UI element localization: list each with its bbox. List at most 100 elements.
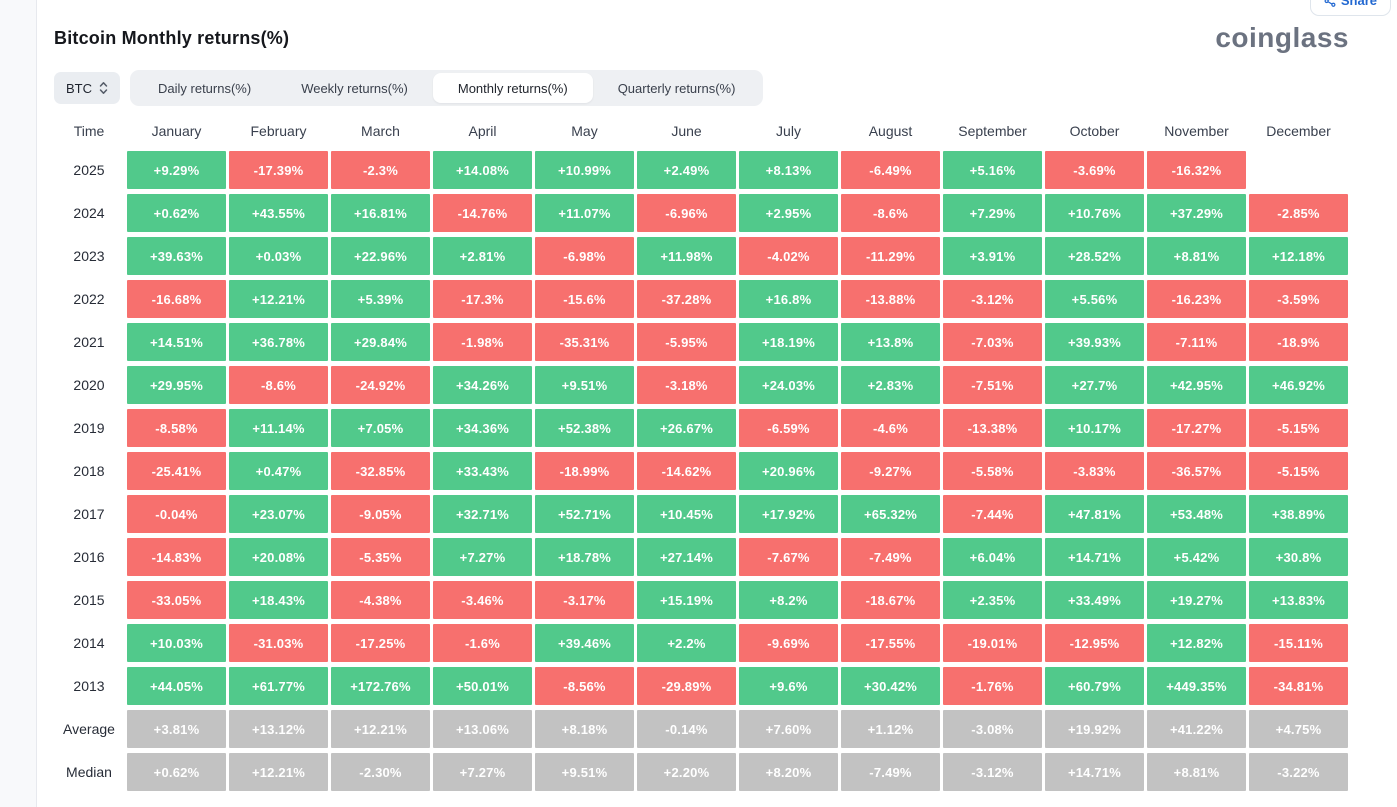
return-cell: +12.82% — [1147, 624, 1246, 662]
return-cell: +7.29% — [943, 194, 1042, 232]
return-cell: +39.46% — [535, 624, 634, 662]
return-cell: -5.15% — [1249, 409, 1348, 447]
return-cell: -4.38% — [331, 581, 430, 619]
returns-table: Time January February March April May June July… — [54, 115, 1397, 791]
return-cell: -3.12% — [943, 753, 1042, 791]
topbar: Bitcoin Monthly returns(%) coinglass — [54, 18, 1397, 58]
return-cell: +28.52% — [1045, 237, 1144, 275]
return-cell: -16.68% — [127, 280, 226, 318]
return-cell: +12.18% — [1249, 237, 1348, 275]
column-header: September — [958, 122, 1027, 139]
return-cell: +41.22% — [1147, 710, 1246, 748]
return-cell: +14.08% — [433, 151, 532, 189]
return-cell: -3.12% — [943, 280, 1042, 318]
return-cell: +42.95% — [1147, 366, 1246, 404]
return-cell: -9.05% — [331, 495, 430, 533]
return-cell: +27.7% — [1045, 366, 1144, 404]
column-header: February — [250, 122, 307, 139]
return-cell: -2.30% — [331, 753, 430, 791]
return-cell: -4.02% — [739, 237, 838, 275]
return-cell: +2.95% — [739, 194, 838, 232]
return-cell: -3.83% — [1045, 452, 1144, 490]
return-cell: -3.08% — [943, 710, 1042, 748]
return-cell: -36.57% — [1147, 452, 1246, 490]
return-cell: +15.19% — [637, 581, 736, 619]
return-cell: +2.20% — [637, 753, 736, 791]
return-cell: +14.51% — [127, 323, 226, 361]
page-title: Bitcoin Monthly returns(%) — [54, 27, 290, 48]
return-cell: -1.76% — [943, 667, 1042, 705]
return-cell: +2.35% — [943, 581, 1042, 619]
row-label: Average — [63, 721, 115, 737]
return-cell: +13.83% — [1249, 581, 1348, 619]
return-cell: -33.05% — [127, 581, 226, 619]
return-cell: +29.84% — [331, 323, 430, 361]
return-cell: +20.08% — [229, 538, 328, 576]
share-button[interactable]: Share — [1309, 0, 1391, 16]
return-cell: +26.67% — [637, 409, 736, 447]
return-cell: -5.35% — [331, 538, 430, 576]
return-cell: -5.58% — [943, 452, 1042, 490]
return-cell: +14.71% — [1045, 753, 1144, 791]
return-cell: +13.06% — [433, 710, 532, 748]
return-cell: +12.21% — [331, 710, 430, 748]
return-cell: -2.85% — [1249, 194, 1348, 232]
symbol-select[interactable]: BTC — [54, 72, 120, 104]
return-cell: +5.42% — [1147, 538, 1246, 576]
return-cell: -8.56% — [535, 667, 634, 705]
return-cell: +13.12% — [229, 710, 328, 748]
return-cell: -7.11% — [1147, 323, 1246, 361]
return-cell: +33.49% — [1045, 581, 1144, 619]
chevron-up-down-icon — [99, 81, 108, 95]
return-cell: -3.59% — [1249, 280, 1348, 318]
return-cell: -6.59% — [739, 409, 838, 447]
return-cell: +12.21% — [229, 753, 328, 791]
return-cell: -14.62% — [637, 452, 736, 490]
return-cell: +8.81% — [1147, 753, 1246, 791]
return-cell: +22.96% — [331, 237, 430, 275]
return-cell: -13.38% — [943, 409, 1042, 447]
return-cell: +2.49% — [637, 151, 736, 189]
return-cell: +18.19% — [739, 323, 838, 361]
return-cell: +7.60% — [739, 710, 838, 748]
tab-monthly[interactable]: Monthly returns(%) — [432, 73, 593, 103]
tab-weekly[interactable]: Weekly returns(%) — [301, 80, 408, 96]
column-header: Time — [73, 122, 105, 139]
return-cell: +17.92% — [739, 495, 838, 533]
return-cell: +13.8% — [841, 323, 940, 361]
return-cell: -12.95% — [1045, 624, 1144, 662]
return-cell: +9.29% — [127, 151, 226, 189]
return-cell: +11.07% — [535, 194, 634, 232]
return-cell: -18.67% — [841, 581, 940, 619]
row-label: 2020 — [73, 377, 105, 393]
return-cell: -14.83% — [127, 538, 226, 576]
return-cell: +0.62% — [127, 753, 226, 791]
return-cell: -15.6% — [535, 280, 634, 318]
return-cell: +52.38% — [535, 409, 634, 447]
row-label: 2023 — [73, 248, 105, 264]
return-cell: -11.29% — [841, 237, 940, 275]
return-cell: -31.03% — [229, 624, 328, 662]
return-cell: -6.96% — [637, 194, 736, 232]
return-cell: +30.42% — [841, 667, 940, 705]
return-cell: +34.26% — [433, 366, 532, 404]
return-cell: +61.77% — [229, 667, 328, 705]
return-cell: +30.8% — [1249, 538, 1348, 576]
return-cell: -9.69% — [739, 624, 838, 662]
return-cell: +60.79% — [1045, 667, 1144, 705]
return-cell: +8.2% — [739, 581, 838, 619]
return-cell: -37.28% — [637, 280, 736, 318]
return-cell: +10.76% — [1045, 194, 1144, 232]
return-cell: +43.55% — [229, 194, 328, 232]
return-cell: -3.69% — [1045, 151, 1144, 189]
return-cell: +9.6% — [739, 667, 838, 705]
row-label: 2024 — [73, 205, 105, 221]
return-cell: -7.44% — [943, 495, 1042, 533]
return-cell: +20.96% — [739, 452, 838, 490]
tab-daily[interactable]: Daily returns(%) — [158, 80, 252, 96]
tab-quarterly[interactable]: Quarterly returns(%) — [617, 80, 736, 96]
return-cell — [1249, 151, 1348, 189]
return-cell: -3.17% — [535, 581, 634, 619]
return-cell: -35.31% — [535, 323, 634, 361]
row-label: 2017 — [73, 506, 105, 522]
